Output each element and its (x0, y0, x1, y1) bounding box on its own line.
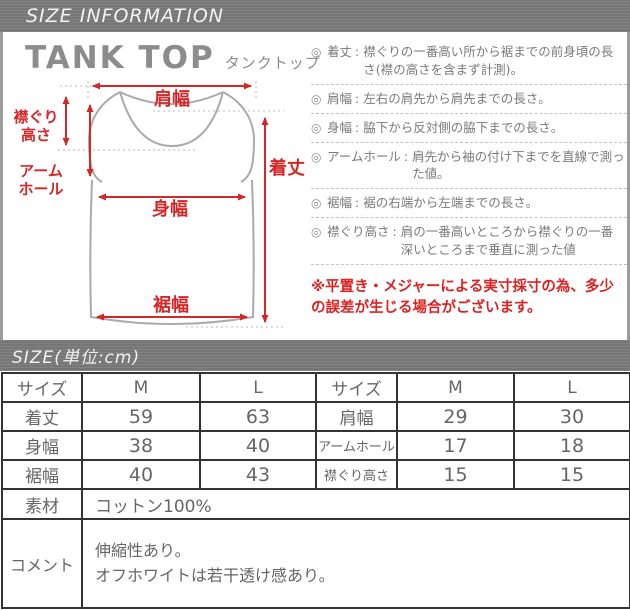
product-title-ja: タンクトップ (224, 54, 321, 72)
comment-line-2: オフホワイトは若干透け感あり。 (95, 565, 335, 585)
product-title: TANK TOP タンクトップ (25, 40, 321, 76)
row-label: 裾幅 (1, 459, 83, 490)
row-label: アームホール (315, 430, 398, 461)
definition-term: 襟ぐり高さ (327, 224, 390, 240)
definition-item: ◎ 着丈 : 襟ぐりの一番高い所から裾までの前身頃の長さ(襟の高さを含まず計測)… (311, 38, 627, 85)
value-cell: 40 (199, 430, 317, 461)
size-table: サイズ M L サイズ M L 着丈 59 63 肩幅 29 30 身幅 38 … (1, 372, 630, 609)
size-table-row: 着丈 59 63 肩幅 29 30 (1, 401, 630, 432)
size-table-header-row: サイズ M L サイズ M L (1, 372, 630, 403)
definition-item: ◎ 身幅 : 脇下から反対側の脇下までの長さ。 (311, 114, 627, 143)
back-neckline (119, 91, 224, 105)
bullet-icon: ◎ (311, 149, 322, 164)
tank-top-diagram: 肩幅 襟ぐり 高さ アーム ホール 身幅 着丈 裾幅 (3, 78, 313, 340)
definition-term: 肩幅 (327, 90, 353, 106)
definition-desc: 肩先から袖の付け下までを直線で測った値。 (412, 148, 625, 182)
body-width-label: 身幅 (152, 198, 188, 220)
value-cell: 63 (199, 401, 317, 432)
definition-item: ◎ アームホール : 肩先から袖の付け下までを直線で測った値。 (311, 143, 627, 190)
value-cell: 30 (513, 401, 630, 432)
value-cell: 18 (513, 430, 630, 461)
definition-desc: 襟ぐりの一番高い所から裾までの前身頃の長さ(襟の高さを含まず計測)。 (363, 44, 614, 77)
measurement-disclaimer: ※平置き・メジャーによる実寸採寸の為、多少の誤差が生じる場合がございます。 (311, 278, 614, 316)
comment-label: コメント (1, 518, 83, 609)
garment-outline (87, 91, 256, 325)
definition-colon: : (355, 195, 360, 211)
definition-colon: : (355, 119, 360, 135)
measurement-arrows (62, 82, 269, 323)
value-cell: 29 (396, 401, 515, 432)
value-cell: 15 (513, 459, 630, 490)
neck-height-label-1: 襟ぐり (13, 108, 58, 126)
definition-term: アームホール (327, 148, 401, 164)
material-row: 素材 コットン100% (1, 488, 630, 520)
header-cell: サイズ (1, 372, 83, 403)
header-cell: L (513, 372, 630, 403)
value-cell: 15 (396, 459, 515, 490)
tank-top-diagram-svg: 肩幅 襟ぐり 高さ アーム ホール 身幅 着丈 裾幅 (13, 81, 305, 328)
size-table-row: 裾幅 40 43 襟ぐり高さ 15 15 (1, 459, 630, 490)
measurement-definitions: ◎ 着丈 : 襟ぐりの一番高い所から裾までの前身頃の長さ(襟の高さを含まず計測)… (311, 38, 627, 319)
definition-colon: : (392, 224, 397, 240)
value-cell: 38 (81, 430, 201, 461)
size-unit-bar: SIZE(単位:cm) (0, 340, 630, 371)
bullet-icon: ◎ (311, 45, 322, 59)
definition-desc: 裾の右端から左端までの長さ。 (363, 195, 539, 211)
definition-item: ◎ 肩幅 : 左右の肩先から肩先までの長さ。 (311, 85, 627, 114)
size-information-bar: SIZE INFORMATION (0, 0, 630, 32)
guide-lines (58, 81, 284, 328)
definition-term: 着丈 (327, 44, 353, 59)
definition-desc: 脇下から反対側の脇下までの長さ。 (363, 119, 564, 135)
definition-colon: : (355, 90, 360, 106)
row-label: 身幅 (1, 430, 83, 461)
front-neckline (119, 91, 224, 148)
row-label: 襟ぐり高さ (315, 459, 398, 490)
bullet-icon: ◎ (311, 91, 322, 106)
definition-desc: 肩の一番高いところから襟ぐりの一番深いところまで垂直に測った値 (400, 224, 614, 257)
bullet-icon: ◎ (311, 225, 322, 240)
comment-line-1: 伸縮性あり。 (95, 540, 191, 560)
shoulder-width-label: 肩幅 (154, 88, 190, 110)
header-cell: L (199, 372, 317, 403)
definition-term: 裾幅 (327, 195, 353, 211)
hem-width-label: 裾幅 (153, 294, 189, 316)
value-cell: 43 (199, 459, 317, 490)
product-title-en: TANK TOP (25, 40, 215, 76)
definition-term: 身幅 (327, 119, 353, 135)
header-cell: M (81, 372, 201, 403)
definition-colon: : (355, 44, 360, 59)
header-cell: M (396, 372, 515, 403)
header-cell: サイズ (315, 372, 398, 403)
comment-row: コメント 伸縮性あり。 オフホワイトは若干透け感あり。 (1, 518, 630, 609)
definition-colon: : (403, 148, 409, 164)
length-label: 着丈 (268, 157, 305, 179)
material-value: コットン100% (81, 488, 630, 520)
size-information-title: SIZE INFORMATION (26, 5, 225, 27)
size-unit-title: SIZE(単位:cm) (12, 348, 141, 368)
neck-height-label-2: 高さ (21, 126, 51, 144)
bullet-icon: ◎ (311, 196, 322, 211)
value-cell: 40 (81, 459, 201, 490)
definition-desc: 左右の肩先から肩先までの長さ。 (363, 90, 551, 106)
value-cell: 17 (396, 430, 515, 461)
bullet-icon: ◎ (311, 120, 322, 135)
comment-value: 伸縮性あり。 オフホワイトは若干透け感あり。 (81, 518, 630, 609)
value-cell: 59 (81, 401, 201, 432)
definition-item: ◎ 襟ぐり高さ : 肩の一番高いところから襟ぐりの一番深いところまで垂直に測った… (311, 218, 627, 265)
armhole-label-2: ホール (18, 180, 63, 198)
size-table-row: 身幅 38 40 アームホール 17 18 (1, 430, 630, 461)
row-label: 肩幅 (315, 401, 398, 432)
definition-item: ◎ 裾幅 : 裾の右端から左端までの長さ。 (311, 189, 627, 219)
measurement-section: TANK TOP タンクトップ (0, 32, 630, 340)
diagram-labels: 肩幅 襟ぐり 高さ アーム ホール 身幅 着丈 裾幅 (13, 88, 305, 316)
material-label: 素材 (1, 488, 83, 520)
row-label: 着丈 (1, 401, 83, 432)
armhole-label-1: アーム (19, 162, 63, 180)
